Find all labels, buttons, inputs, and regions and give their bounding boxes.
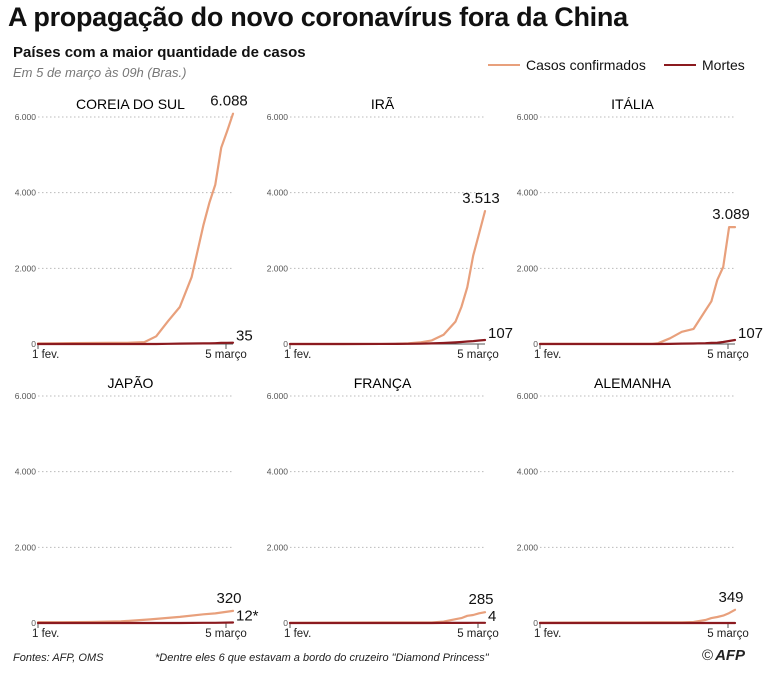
chart-title: FRANÇA [354, 375, 412, 391]
y-tick-label: 6.000 [517, 112, 539, 122]
y-tick-label: 6.000 [15, 112, 37, 122]
chart-title: ALEMANHA [594, 375, 672, 391]
y-tick-label: 0 [31, 618, 36, 628]
y-tick-label: 6.000 [15, 391, 37, 401]
legend-swatch-deaths [664, 64, 696, 66]
footer-sources: Fontes: AFP, OMS [13, 652, 104, 664]
x-tick-label: 1 fev. [534, 628, 561, 640]
y-tick-label: 2.000 [517, 542, 539, 552]
copyright-icon: © [702, 647, 714, 664]
x-tick-label: 1 fev. [284, 349, 311, 361]
chart-title: COREIA DO SUL [76, 96, 185, 112]
y-tick-label: 2.000 [15, 542, 37, 552]
data-label-confirmed: 320 [216, 590, 241, 607]
chart-title: JAPÃO [108, 375, 154, 391]
page-date: Em 5 de março às 09h (Bras.) [13, 65, 187, 80]
legend-item-confirmed: Casos confirmados [488, 57, 646, 73]
data-label-deaths: 107 [738, 325, 763, 342]
legend-label-confirmed: Casos confirmados [526, 57, 646, 73]
data-label-deaths: 12* [236, 608, 259, 625]
chart-title: IRÃ [371, 96, 395, 112]
chart-panel: COREIA DO SUL 0 2.000 4.000 6.000 1 fev. 5 mar… [15, 93, 253, 361]
y-tick-label: 6.000 [267, 391, 289, 401]
y-tick-label: 0 [31, 339, 36, 349]
chart-panel: ITÁLIA 0 2.000 4.000 6.000 1 fev. 5 março 3.089… [517, 96, 763, 361]
y-tick-label: 4.000 [15, 188, 37, 198]
y-tick-label: 4.000 [517, 467, 539, 477]
confirmed-cases-line [538, 226, 737, 345]
chart-title: ITÁLIA [611, 96, 654, 112]
y-tick-label: 2.000 [267, 542, 289, 552]
y-tick-label: 2.000 [267, 263, 289, 273]
data-label-confirmed: 349 [718, 589, 743, 606]
y-tick-label: 4.000 [517, 188, 539, 198]
footer-note: *Dentre eles 6 que estavam a bordo do cr… [155, 652, 489, 664]
y-tick-label: 2.000 [517, 263, 539, 273]
deaths-line [288, 338, 487, 346]
y-tick-label: 4.000 [15, 467, 37, 477]
data-label-confirmed: 6.088 [210, 93, 248, 110]
y-tick-label: 6.000 [267, 112, 289, 122]
x-tick-label: 5 março [457, 349, 499, 361]
x-tick-label: 1 fev. [32, 349, 59, 361]
x-tick-label: 1 fev. [284, 628, 311, 640]
y-tick-label: 0 [283, 339, 288, 349]
confirmed-cases-line [36, 609, 235, 624]
legend-label-deaths: Mortes [702, 57, 745, 73]
chart-panel: IRÃ 0 2.000 4.000 6.000 1 fev. 5 março 3.513 107 [267, 96, 513, 361]
confirmed-cases-line [36, 112, 235, 345]
x-tick-label: 1 fev. [534, 349, 561, 361]
agency-logo-text: AFP [715, 647, 746, 664]
chart-panel: ALEMANHA 0 2.000 4.000 6.000 1 fev. 5 março 349 [517, 375, 749, 640]
data-label-deaths: 4 [488, 608, 496, 625]
confirmed-cases-line [288, 611, 487, 624]
y-tick-label: 4.000 [267, 188, 289, 198]
confirmed-cases-line [538, 608, 737, 624]
y-tick-label: 0 [283, 618, 288, 628]
y-tick-label: 2.000 [15, 263, 37, 273]
x-tick-label: 5 março [457, 628, 499, 640]
deaths-line [36, 341, 235, 346]
data-label-confirmed: 285 [468, 591, 493, 608]
deaths-line [36, 621, 235, 625]
data-label-deaths: 35 [236, 328, 253, 345]
x-tick-label: 5 março [707, 349, 749, 361]
x-tick-label: 5 março [205, 628, 247, 640]
x-tick-label: 1 fev. [32, 628, 59, 640]
x-tick-label: 5 março [205, 349, 247, 361]
y-tick-label: 0 [533, 618, 538, 628]
x-tick-label: 5 março [707, 628, 749, 640]
page-subtitle: Países com a maior quantidade de casos [13, 44, 306, 61]
y-tick-label: 0 [533, 339, 538, 349]
deaths-line [538, 338, 737, 346]
y-tick-label: 6.000 [517, 391, 539, 401]
data-label-deaths: 107 [488, 325, 513, 342]
confirmed-cases-line [288, 210, 487, 346]
page-title: A propagação do novo coronavírus fora da… [8, 2, 628, 32]
y-tick-label: 4.000 [267, 467, 289, 477]
agency-logo: © AFP [702, 647, 745, 664]
data-label-confirmed: 3.513 [462, 190, 500, 207]
data-label-confirmed: 3.089 [712, 206, 750, 223]
legend-swatch-confirmed [488, 64, 520, 66]
legend-item-deaths: Mortes [664, 57, 745, 73]
